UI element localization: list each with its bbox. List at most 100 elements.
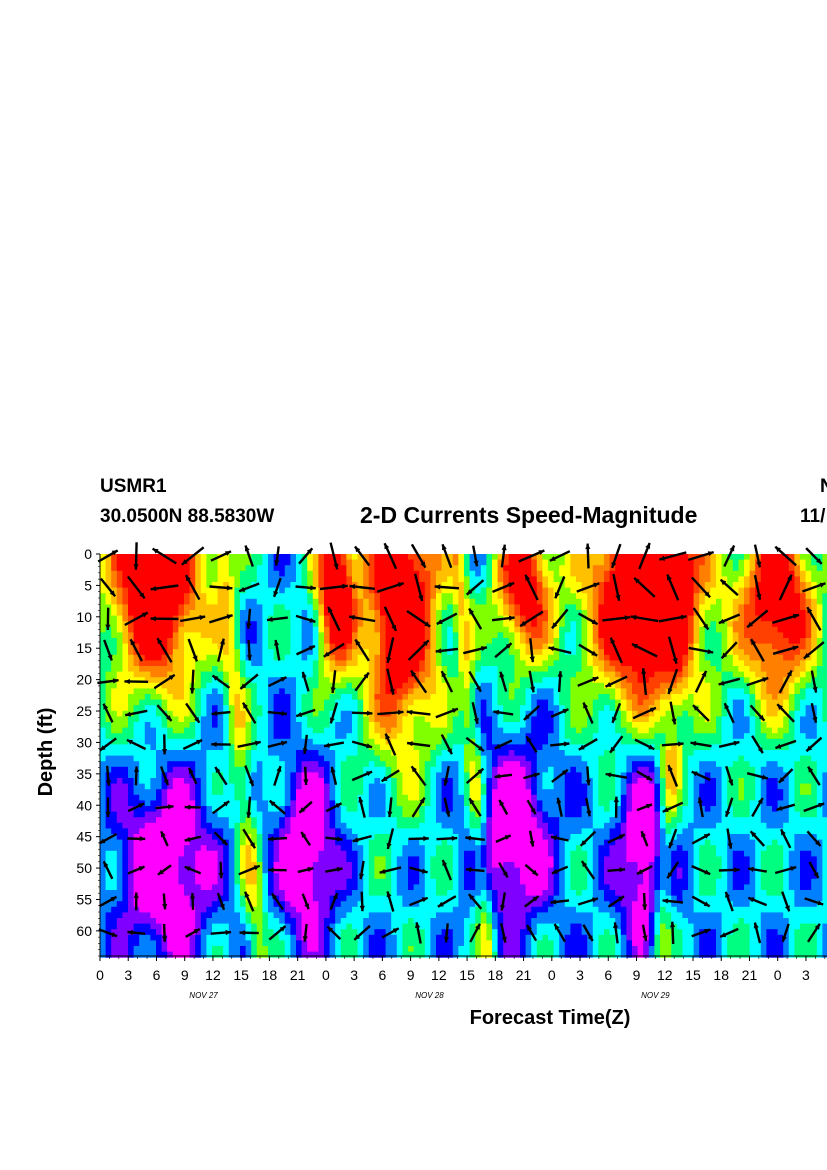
heatmap-cell bbox=[144, 626, 151, 633]
heatmap-cell bbox=[116, 828, 123, 835]
heatmap-cell bbox=[234, 705, 241, 712]
heatmap-cell bbox=[279, 934, 286, 941]
heatmap-cell bbox=[346, 716, 353, 723]
heatmap-cell bbox=[318, 666, 325, 673]
heatmap-cell bbox=[396, 722, 403, 729]
heatmap-cell bbox=[458, 800, 465, 807]
heatmap-cell bbox=[419, 951, 426, 958]
heatmap-cell bbox=[408, 862, 415, 869]
heatmap-cell bbox=[340, 570, 347, 577]
heatmap-cell bbox=[480, 878, 487, 885]
heatmap-cell bbox=[195, 951, 202, 958]
heatmap-cell bbox=[184, 738, 191, 745]
heatmap-cell bbox=[441, 565, 448, 572]
heatmap-cell bbox=[256, 593, 263, 600]
heatmap-cell bbox=[217, 890, 224, 897]
heatmap-cell bbox=[408, 940, 415, 947]
heatmap-cell bbox=[380, 755, 387, 762]
heatmap-cell bbox=[122, 666, 129, 673]
heatmap-cell bbox=[385, 951, 392, 958]
heatmap-cell bbox=[128, 705, 135, 712]
heatmap-cell bbox=[368, 738, 375, 745]
heatmap-cell bbox=[413, 688, 420, 695]
heatmap-cell bbox=[284, 811, 291, 818]
heatmap-cell bbox=[195, 727, 202, 734]
heatmap-cell bbox=[368, 626, 375, 633]
heatmap-cell bbox=[178, 632, 185, 639]
heatmap-cell bbox=[184, 727, 191, 734]
heatmap-cell bbox=[380, 716, 387, 723]
heatmap-cell bbox=[464, 671, 471, 678]
heatmap-cell bbox=[178, 850, 185, 857]
heatmap-cell bbox=[447, 621, 454, 628]
heatmap-cell bbox=[100, 666, 107, 673]
heatmap-cell bbox=[228, 946, 235, 953]
heatmap-cell bbox=[133, 834, 140, 841]
heatmap-cell bbox=[133, 598, 140, 605]
heatmap-cell bbox=[396, 694, 403, 701]
heatmap-cell bbox=[184, 890, 191, 897]
heatmap-cell bbox=[116, 559, 123, 566]
heatmap-cell bbox=[318, 934, 325, 941]
heatmap-cell bbox=[424, 761, 431, 768]
heatmap-cell bbox=[396, 895, 403, 902]
heatmap-cell bbox=[167, 559, 174, 566]
heatmap-cell bbox=[335, 638, 342, 645]
heatmap-cell bbox=[357, 951, 364, 958]
heatmap-cell bbox=[346, 649, 353, 656]
heatmap-cell bbox=[228, 867, 235, 874]
heatmap-cell bbox=[352, 621, 359, 628]
heatmap-cell bbox=[167, 744, 174, 751]
heatmap-cell bbox=[402, 800, 409, 807]
heatmap-cell bbox=[105, 817, 112, 824]
heatmap-cell bbox=[156, 554, 163, 561]
heatmap-cell bbox=[464, 906, 471, 913]
heatmap-cell bbox=[385, 688, 392, 695]
heatmap-cell bbox=[324, 755, 331, 762]
heatmap-cell bbox=[256, 682, 263, 689]
heatmap-cell bbox=[116, 778, 123, 785]
heatmap-cell bbox=[324, 565, 331, 572]
heatmap-cell bbox=[329, 845, 336, 852]
heatmap-cell bbox=[116, 593, 123, 600]
heatmap-cell bbox=[184, 828, 191, 835]
heatmap-cell bbox=[150, 705, 157, 712]
heatmap-cell bbox=[324, 761, 331, 768]
heatmap-cell bbox=[480, 895, 487, 902]
heatmap-cell bbox=[156, 576, 163, 583]
heatmap-cell bbox=[380, 649, 387, 656]
heatmap-cell bbox=[307, 610, 314, 617]
heatmap-cell bbox=[441, 918, 448, 925]
heatmap-cell bbox=[200, 934, 207, 941]
heatmap-cell bbox=[256, 839, 263, 846]
heatmap-cell bbox=[340, 604, 347, 611]
heatmap-cell bbox=[430, 643, 437, 650]
heatmap-cell bbox=[144, 811, 151, 818]
heatmap-cell bbox=[279, 873, 286, 880]
heatmap-cell bbox=[441, 895, 448, 902]
heatmap-cell bbox=[284, 901, 291, 908]
heatmap-cell bbox=[312, 582, 319, 589]
heatmap-cell bbox=[256, 811, 263, 818]
heatmap-cell bbox=[240, 626, 247, 633]
heatmap-cell bbox=[150, 806, 157, 813]
heatmap-cell bbox=[111, 834, 118, 841]
heatmap-cell bbox=[100, 918, 107, 925]
heatmap-cell bbox=[368, 699, 375, 706]
heatmap-cell bbox=[228, 906, 235, 913]
heatmap-cell bbox=[329, 705, 336, 712]
heatmap-cell bbox=[363, 688, 370, 695]
heatmap-cell bbox=[144, 834, 151, 841]
heatmap-cell bbox=[234, 884, 241, 891]
heatmap-cell bbox=[296, 638, 303, 645]
heatmap-cell bbox=[329, 643, 336, 650]
heatmap-cell bbox=[161, 828, 168, 835]
heatmap-cell bbox=[329, 733, 336, 740]
heatmap-cell bbox=[447, 716, 454, 723]
heatmap-cell bbox=[340, 733, 347, 740]
heatmap-cell bbox=[301, 660, 308, 667]
heatmap-cell bbox=[133, 582, 140, 589]
heatmap-cell bbox=[122, 688, 129, 695]
heatmap-cell bbox=[116, 895, 123, 902]
heatmap-cell bbox=[419, 940, 426, 947]
